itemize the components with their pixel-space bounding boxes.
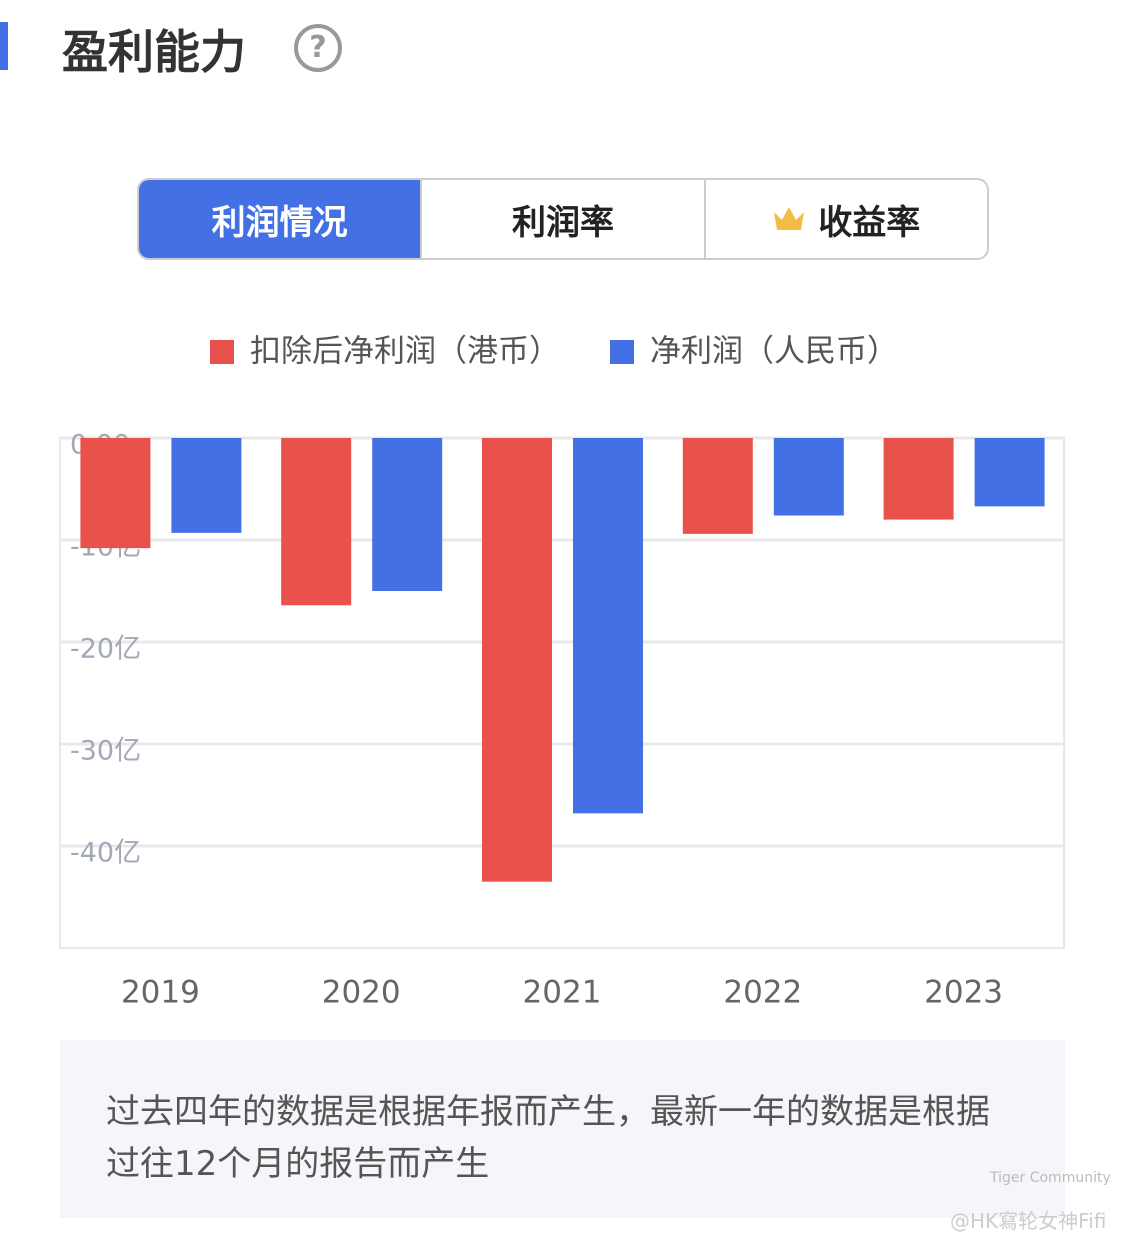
- tab[interactable]: 利润率: [420, 180, 703, 258]
- x-tick-label: 2021: [523, 975, 602, 1011]
- chart: 扣除后净利润（港币）净利润（人民币）0.00-10亿-20亿-30亿-40亿20…: [59, 334, 1065, 1011]
- watermark-brand: Tiger Community: [990, 1170, 1111, 1186]
- tab[interactable]: 收益率: [703, 180, 987, 258]
- y-tick-label: -20亿: [70, 634, 141, 665]
- bar: [773, 438, 844, 516]
- watermark-user: @HK寫轮女神Fifi: [950, 1209, 1107, 1233]
- bar: [281, 438, 352, 606]
- x-tick-label: 2019: [121, 975, 200, 1011]
- tab[interactable]: 利润情况: [139, 180, 421, 258]
- bar: [573, 438, 643, 814]
- bar: [372, 438, 443, 591]
- legend-swatch: [610, 340, 634, 364]
- bar: [80, 438, 151, 549]
- note: 过去四年的数据是根据年报而产生，最新一年的数据是根据过往12个月的报告而产生: [60, 1040, 1065, 1218]
- section-marker: [0, 22, 8, 70]
- tab-bar: 利润情况 利润率 收益率: [137, 178, 989, 260]
- legend-swatch: [210, 340, 234, 364]
- x-tick-label: 2020: [322, 975, 401, 1011]
- tab-label: 收益率: [818, 202, 921, 243]
- bar: [171, 438, 242, 533]
- y-tick-label: -40亿: [70, 838, 141, 869]
- section-title: 盈利能力: [62, 25, 246, 79]
- legend-label: 扣除后净利润（港币）: [250, 334, 560, 370]
- help-icon[interactable]: ?: [294, 24, 342, 72]
- y-tick-label: -30亿: [70, 736, 141, 767]
- x-tick-label: 2023: [924, 975, 1003, 1011]
- bar: [883, 438, 954, 520]
- bar: [482, 438, 552, 882]
- bar: [974, 438, 1045, 507]
- legend-label: 净利润（人民币）: [650, 334, 898, 370]
- bar: [682, 438, 753, 534]
- x-tick-label: 2022: [723, 975, 802, 1011]
- crown-icon: [774, 207, 805, 230]
